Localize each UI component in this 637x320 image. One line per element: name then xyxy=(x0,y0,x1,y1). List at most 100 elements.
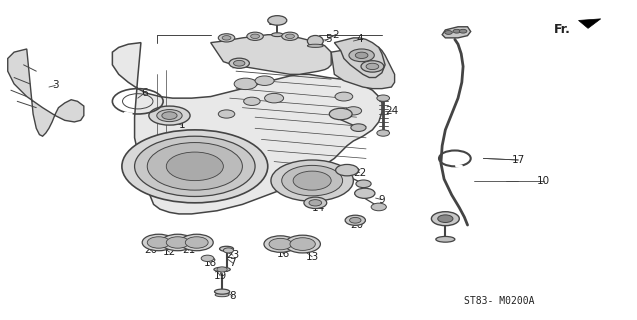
Circle shape xyxy=(162,112,177,119)
Circle shape xyxy=(247,32,263,40)
Circle shape xyxy=(142,234,175,251)
Text: 7: 7 xyxy=(229,258,236,268)
Circle shape xyxy=(222,36,231,40)
Circle shape xyxy=(350,217,361,223)
Circle shape xyxy=(218,110,235,118)
Ellipse shape xyxy=(271,33,283,36)
Circle shape xyxy=(361,61,384,72)
Circle shape xyxy=(268,16,287,25)
Text: 17: 17 xyxy=(512,155,525,165)
Ellipse shape xyxy=(308,44,323,47)
Circle shape xyxy=(224,248,234,253)
Text: 3: 3 xyxy=(52,80,59,91)
Circle shape xyxy=(336,164,359,176)
Circle shape xyxy=(134,136,255,196)
Text: ST83- M0200A: ST83- M0200A xyxy=(464,296,535,306)
Circle shape xyxy=(335,92,353,101)
Circle shape xyxy=(282,32,298,40)
Circle shape xyxy=(217,267,227,272)
Circle shape xyxy=(282,165,343,196)
Polygon shape xyxy=(442,27,471,38)
Circle shape xyxy=(355,188,375,198)
Text: 12: 12 xyxy=(163,247,176,257)
Circle shape xyxy=(255,76,274,85)
Circle shape xyxy=(345,107,362,115)
Polygon shape xyxy=(331,46,394,89)
Circle shape xyxy=(438,215,453,222)
Text: 20: 20 xyxy=(350,220,363,230)
Text: 21: 21 xyxy=(182,245,195,255)
Text: 10: 10 xyxy=(537,176,550,186)
Circle shape xyxy=(459,29,467,33)
Text: 11: 11 xyxy=(268,17,281,27)
Circle shape xyxy=(293,171,331,190)
Circle shape xyxy=(285,34,294,38)
Circle shape xyxy=(377,130,390,136)
Circle shape xyxy=(349,49,375,62)
Text: 22: 22 xyxy=(340,109,354,119)
Circle shape xyxy=(285,235,320,253)
Circle shape xyxy=(453,29,461,33)
Circle shape xyxy=(250,34,259,38)
Polygon shape xyxy=(334,38,385,77)
Circle shape xyxy=(180,234,213,251)
Circle shape xyxy=(122,130,268,203)
Text: 15: 15 xyxy=(233,60,246,70)
Circle shape xyxy=(201,255,214,261)
Ellipse shape xyxy=(436,236,455,242)
Text: 18: 18 xyxy=(204,258,217,268)
Circle shape xyxy=(147,237,170,248)
Circle shape xyxy=(234,78,257,90)
Text: 4: 4 xyxy=(357,35,363,44)
Text: 19: 19 xyxy=(213,271,227,281)
Text: 6: 6 xyxy=(141,88,147,98)
Circle shape xyxy=(366,63,379,69)
Polygon shape xyxy=(8,49,84,136)
Circle shape xyxy=(371,203,387,211)
Circle shape xyxy=(244,97,260,105)
Circle shape xyxy=(166,237,189,248)
Ellipse shape xyxy=(215,293,229,297)
Text: 14: 14 xyxy=(312,203,325,212)
Ellipse shape xyxy=(149,106,190,125)
Circle shape xyxy=(218,34,235,42)
Circle shape xyxy=(377,95,390,101)
Text: 24: 24 xyxy=(385,106,398,116)
Ellipse shape xyxy=(215,289,230,294)
Ellipse shape xyxy=(308,36,323,47)
Circle shape xyxy=(309,200,322,206)
Circle shape xyxy=(271,160,354,201)
Text: 20: 20 xyxy=(144,245,157,255)
Text: 22: 22 xyxy=(353,168,366,178)
Text: 2: 2 xyxy=(333,30,339,40)
Circle shape xyxy=(234,60,245,66)
Text: 23: 23 xyxy=(226,250,240,260)
Circle shape xyxy=(345,215,366,225)
Ellipse shape xyxy=(214,267,231,272)
Text: 8: 8 xyxy=(229,292,236,301)
Circle shape xyxy=(290,238,315,251)
Circle shape xyxy=(264,236,297,252)
Circle shape xyxy=(356,180,371,188)
Text: 13: 13 xyxy=(306,252,318,262)
Circle shape xyxy=(166,152,224,180)
Ellipse shape xyxy=(220,246,234,252)
Circle shape xyxy=(351,124,366,132)
Circle shape xyxy=(185,237,208,248)
Circle shape xyxy=(304,197,327,209)
Circle shape xyxy=(445,31,452,34)
Text: 1: 1 xyxy=(179,120,185,130)
Text: 16: 16 xyxy=(277,249,290,259)
Polygon shape xyxy=(578,19,601,28)
Polygon shape xyxy=(112,43,382,214)
Circle shape xyxy=(329,108,352,120)
Text: 9: 9 xyxy=(378,195,385,205)
Circle shape xyxy=(147,142,243,190)
Circle shape xyxy=(269,238,292,250)
Ellipse shape xyxy=(157,109,182,122)
Text: 5: 5 xyxy=(325,35,331,44)
Circle shape xyxy=(355,52,368,59)
Circle shape xyxy=(431,212,459,226)
Circle shape xyxy=(229,58,249,68)
Text: Fr.: Fr. xyxy=(554,23,571,36)
